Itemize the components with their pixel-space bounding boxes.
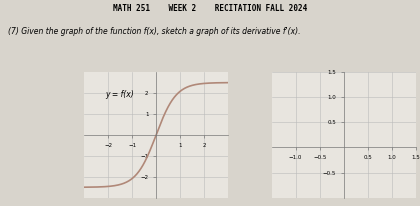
Text: y = f(x): y = f(x) [106,90,134,99]
Text: MATH 251    WEEK 2    RECITATION FALL 2024: MATH 251 WEEK 2 RECITATION FALL 2024 [113,4,307,13]
Text: (7) Given the graph of the function f(x), sketch a graph of its derivative f'(x): (7) Given the graph of the function f(x)… [8,27,301,36]
